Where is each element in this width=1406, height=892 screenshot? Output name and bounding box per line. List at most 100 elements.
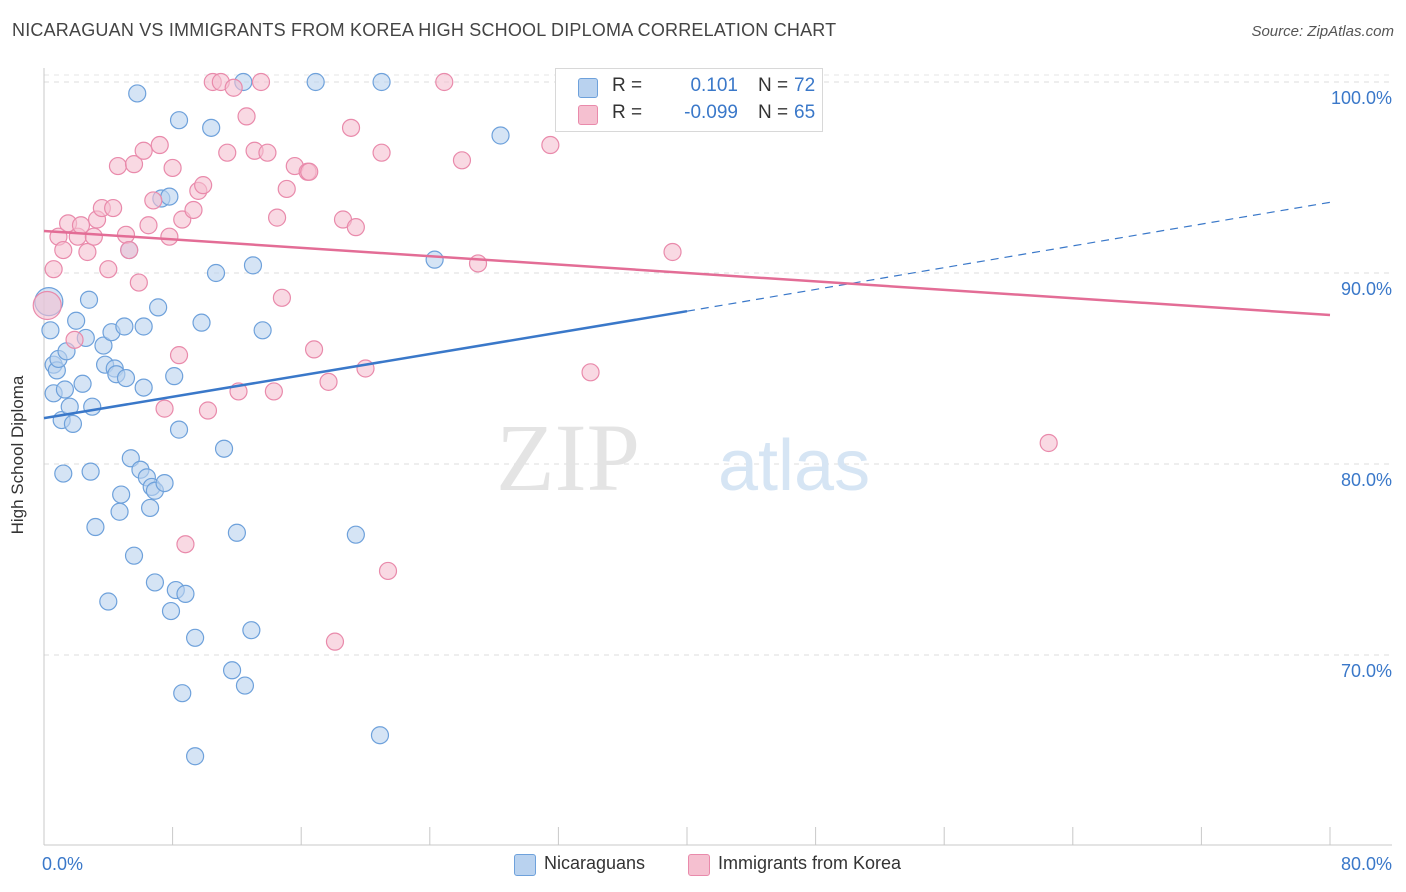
korea-point	[237, 107, 256, 126]
korea-point	[139, 216, 158, 235]
x-tick-label: 80.0%	[1341, 854, 1392, 874]
korea-point	[581, 363, 600, 382]
nicaraguan-point	[99, 592, 118, 611]
nicaraguan-point	[165, 367, 184, 386]
nicaraguan-point	[54, 464, 73, 483]
korea-point	[325, 632, 345, 651]
korea-point	[541, 135, 560, 155]
korea-point	[341, 118, 361, 137]
legend-n-value: 72	[794, 75, 816, 96]
legend-r-label: R =	[612, 75, 643, 96]
nicaraguan-point	[346, 525, 365, 544]
legend-label-nicaraguans: Nicaraguans	[544, 853, 646, 873]
korea-point	[372, 143, 391, 162]
nicaraguan-point	[73, 374, 92, 393]
korea-point	[150, 135, 169, 155]
nicaraguan-point	[186, 747, 205, 766]
nicaraguan-point	[86, 517, 105, 537]
nicaraguan-point	[134, 317, 153, 336]
korea-point	[194, 176, 213, 195]
nicaraguan-point	[55, 380, 74, 399]
korea-point	[198, 401, 218, 420]
nicaraguan-point	[60, 397, 79, 416]
nicaraguan-point	[306, 72, 325, 92]
nicaraguan-point	[115, 317, 134, 336]
nicaraguan-trend-extension	[686, 201, 1331, 312]
legend-n-label: N =	[758, 102, 789, 123]
korea-point	[176, 535, 195, 554]
legend-n-value: 65	[794, 102, 816, 123]
nicaraguan-point	[372, 72, 391, 92]
axes	[43, 68, 1392, 846]
watermark-zip: ZIP	[496, 404, 640, 511]
korea-point	[65, 330, 84, 349]
korea-point	[32, 290, 62, 321]
korea-point	[84, 227, 103, 246]
y-tick-label: 70.0%	[1341, 661, 1392, 681]
korea-point	[346, 218, 365, 237]
korea-point	[277, 179, 296, 199]
nicaraguan-point	[134, 378, 153, 397]
korea-point	[160, 227, 179, 246]
nicaraguan-point	[145, 573, 165, 592]
korea-point	[155, 399, 174, 418]
korea-point	[319, 372, 338, 391]
source-label: Source: ZipAtlas.com	[1251, 23, 1394, 40]
korea-point	[452, 151, 472, 170]
legend-n-label: N =	[758, 75, 789, 96]
nicaraguan-point	[79, 290, 99, 309]
korea-point	[435, 72, 454, 92]
korea-point	[258, 143, 277, 162]
korea-point	[468, 254, 488, 273]
nicaraguan-point	[206, 263, 226, 283]
nicaraguan-point	[425, 250, 444, 269]
korea-point	[44, 260, 63, 279]
watermark: ZIP atlas	[496, 404, 870, 511]
legend-r-value: -0.099	[684, 102, 738, 123]
nicaraguan-point	[227, 523, 246, 542]
nicaraguan-point	[81, 462, 100, 481]
nicaraguan-point	[67, 311, 86, 330]
tick-labels: 70.0% 80.0% 90.0% 100.0% 0.0% 80.0%	[42, 88, 1392, 874]
korea-point	[1039, 433, 1058, 453]
x-tick-label: 0.0%	[42, 854, 83, 874]
nicaraguan-point	[370, 726, 390, 745]
korea-point	[304, 340, 324, 359]
legend-r-label: R =	[612, 102, 643, 123]
korea-point	[251, 72, 271, 92]
nicaraguan-point	[110, 502, 129, 521]
series-korea	[32, 72, 1058, 651]
nicaraguan-point	[222, 661, 242, 680]
korea-point	[134, 141, 153, 160]
korea-point	[104, 198, 123, 218]
korea-point	[663, 242, 682, 262]
korea-point	[99, 260, 118, 279]
legend-swatch-pink	[688, 854, 710, 876]
nicaraguan-point	[173, 684, 192, 703]
korea-point	[378, 561, 398, 581]
korea-point	[124, 155, 144, 174]
nicaraguan-point	[63, 414, 83, 433]
nicaraguan-point	[242, 621, 261, 640]
korea-point	[184, 200, 203, 220]
korea-point	[108, 156, 128, 176]
nicaraguan-point	[116, 368, 136, 388]
nicaraguan-point	[155, 474, 174, 493]
nicaraguan-trend-line	[43, 309, 688, 420]
y-tick-label: 80.0%	[1341, 470, 1392, 490]
korea-point	[272, 288, 292, 307]
nicaraguan-point	[140, 498, 160, 518]
nicaraguan-point	[253, 321, 272, 340]
korea-point	[267, 208, 287, 227]
korea-point	[300, 162, 319, 181]
nicaraguan-point	[83, 397, 102, 416]
y-tick-label: 100.0%	[1331, 88, 1392, 108]
korea-trend-line	[43, 229, 1331, 317]
nicaraguan-point	[94, 336, 113, 355]
nicaraguan-point	[176, 584, 195, 603]
stats-legend: R = 0.101 N = 72 R = -0.099 N = 65	[555, 68, 823, 132]
nicaraguan-point	[243, 256, 263, 275]
nicaraguan-point	[491, 126, 510, 145]
korea-point	[218, 143, 237, 162]
